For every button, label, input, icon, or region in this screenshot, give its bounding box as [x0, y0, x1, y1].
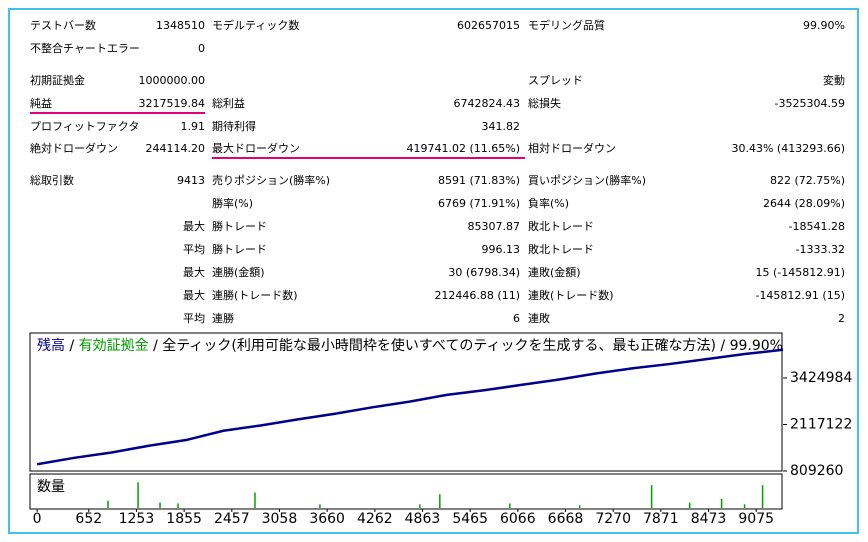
volume-panel	[29, 473, 783, 510]
stat-value: 6769 (71.91%)	[438, 197, 520, 210]
x-tick-label: 6668	[548, 511, 584, 527]
stat-value: 602657015	[457, 19, 520, 32]
stat-label: 勝トレード	[212, 242, 267, 256]
stat-label: 連敗(トレード数)	[528, 288, 614, 302]
modeling-quality: 99.90%	[730, 338, 783, 354]
separator: /	[69, 338, 74, 354]
x-tick-label: 3058	[262, 511, 298, 527]
stat-label: 敗北トレード	[528, 242, 594, 256]
stat-value: -3525304.59	[775, 97, 845, 110]
stat-value: 419741.02 (11.65%)	[406, 142, 520, 155]
stat-label: 不整合チャートエラー	[30, 41, 140, 55]
legend-entry: 残高	[37, 337, 65, 354]
stat-label: 買いポジション(勝率%)	[528, 173, 646, 187]
stat-label: 総取引数	[30, 173, 74, 187]
legend-entry: 有効証拠金	[79, 338, 149, 354]
stat-label: 勝トレード	[212, 219, 267, 233]
stat-label: 連勝(金額)	[212, 265, 265, 279]
stat-value: 最大	[183, 219, 205, 233]
x-tick-label: 652	[75, 511, 102, 527]
stat-value: 244114.20	[146, 142, 206, 155]
stat-value: 1000000.00	[139, 74, 205, 87]
x-tick-label: 4863	[405, 511, 441, 527]
stat-value: 9413	[177, 174, 205, 187]
stat-value: 30.43% (413293.66)	[731, 142, 845, 155]
stat-value: 変動	[823, 73, 845, 87]
chart-title: 残高 / 有効証拠金 / 全ティック(利用可能な最小時間枠を使いすべてのティック…	[37, 337, 783, 354]
stat-label: 連敗	[528, 311, 550, 325]
stat-value: 15 (-145812.91)	[755, 266, 845, 279]
stat-value: 0	[198, 42, 205, 55]
y-tick-label: 809260	[790, 463, 843, 479]
x-tick-label: 1855	[166, 511, 202, 527]
stat-label: 連敗(金額)	[528, 265, 581, 279]
stat-label: 連勝	[212, 311, 234, 325]
x-tick-label: 5465	[452, 511, 488, 527]
stat-value: 2644 (28.09%)	[763, 197, 845, 210]
stat-label: 売りポジション(勝率%)	[212, 173, 330, 187]
stat-value: 最大	[183, 265, 205, 279]
stat-value: 1.91	[181, 120, 206, 133]
stat-label: 負率(%)	[528, 197, 569, 210]
x-tick-label: 9075	[738, 511, 774, 527]
stat-label: 敗北トレード	[528, 219, 594, 233]
stat-label: 相対ドローダウン	[528, 141, 616, 155]
stat-value: 平均	[183, 311, 205, 325]
stat-value: 341.82	[482, 120, 521, 133]
stat-value: 6	[513, 312, 520, 325]
stat-label: プロフィットファクタ	[30, 120, 139, 133]
x-tick-label: 2457	[214, 511, 250, 527]
stat-value: 822 (72.75%)	[770, 174, 845, 187]
stat-label: 総利益	[212, 96, 245, 110]
stat-value: 99.90%	[803, 19, 845, 32]
stat-value: 996.13	[482, 243, 521, 256]
balance-line	[36, 348, 784, 466]
stat-label: 勝率(%)	[212, 196, 253, 210]
x-tick-label: 7871	[643, 511, 679, 527]
x-tick-label: 6066	[500, 511, 536, 527]
stat-value: 85307.87	[468, 220, 521, 233]
y-tick-label: 2117122	[790, 416, 852, 432]
separator: /	[153, 338, 158, 354]
stat-value: 1348510	[156, 19, 205, 32]
chart-subtitle: 全ティック(利用可能な最小時間枠を使いすべてのティックを生成する、最も正確な方法…	[162, 337, 716, 354]
stat-label: スプレッド	[528, 74, 583, 87]
stat-label: 期待利得	[212, 119, 256, 133]
stat-value: 3217519.84	[139, 97, 205, 110]
x-tick-label: 4262	[357, 511, 393, 527]
x-tick-label: 7270	[595, 511, 631, 527]
x-tick-label: 1253	[119, 511, 155, 527]
stat-value: 6742824.43	[454, 97, 520, 110]
stat-value: -18541.28	[789, 220, 845, 233]
stat-label: 最大ドローダウン	[212, 141, 300, 155]
y-tick-label: 3424984	[790, 370, 852, 386]
stat-label: 初期証拠金	[30, 74, 85, 87]
x-tick-label: 0	[33, 511, 42, 527]
x-tick-label: 3660	[309, 511, 345, 527]
stat-value: -145812.91 (15)	[755, 289, 845, 302]
stat-value: 2	[838, 312, 845, 325]
stat-label: モデルティック数	[212, 18, 299, 32]
stat-value: 最大	[183, 288, 205, 302]
volume-label: 数量	[37, 479, 65, 495]
x-tick-label: 8473	[691, 511, 727, 527]
stat-label: モデリング品質	[528, 18, 605, 32]
stat-value: 212446.88 (11)	[434, 289, 520, 302]
stat-label: 総損失	[528, 96, 561, 110]
stat-value: 平均	[183, 242, 205, 256]
stat-label: 絶対ドローダウン	[30, 141, 118, 155]
stat-label: 連勝(トレード数)	[212, 288, 298, 302]
stat-label: 純益	[30, 96, 52, 110]
stat-value: 30 (6798.34)	[448, 266, 520, 279]
separator: /	[720, 338, 725, 354]
stat-label: テストバー数	[30, 19, 96, 32]
stat-value: 8591 (71.83%)	[438, 174, 520, 187]
stat-value: -1333.32	[796, 243, 845, 256]
